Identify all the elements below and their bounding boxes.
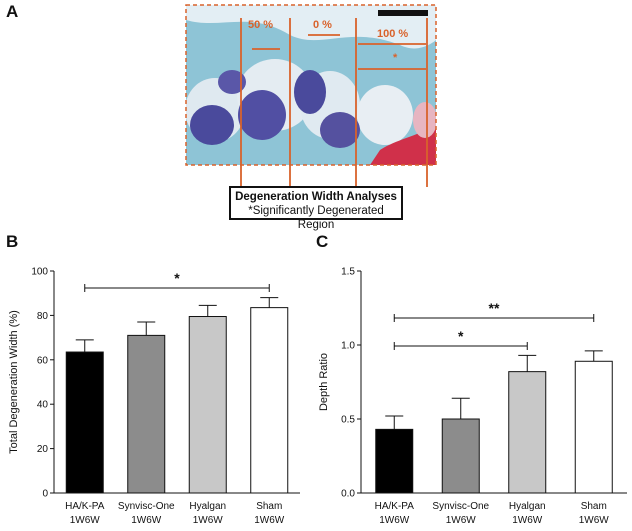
y-tick-label: 0 xyxy=(42,489,48,500)
category-label: Sham xyxy=(581,501,607,512)
label-0-percent: 0 % xyxy=(313,19,332,31)
category-label: 1W6W xyxy=(254,515,285,526)
panel-label-c: C xyxy=(316,232,329,251)
marrow-region xyxy=(238,90,286,140)
category-label: 1W6W xyxy=(446,515,477,526)
label-asterisk: * xyxy=(393,52,398,64)
pink-region xyxy=(413,102,436,138)
marrow-region xyxy=(190,105,234,145)
y-tick-label: 20 xyxy=(37,444,49,455)
y-tick-label: 1.5 xyxy=(341,267,355,278)
category-label: Hyalgan xyxy=(189,501,226,512)
category-label: 1W6W xyxy=(70,515,101,526)
category-label: 1W6W xyxy=(193,515,224,526)
category-label: HA/K-PA xyxy=(65,501,105,512)
bone-region xyxy=(357,85,413,145)
caption-box: Degeneration Width Analyses *Significant… xyxy=(229,186,403,231)
category-label: Synvisc-One xyxy=(432,501,489,512)
category-label: HA/K-PA xyxy=(375,501,415,512)
scale-bar xyxy=(378,10,428,16)
y-tick-label: 60 xyxy=(37,355,49,366)
marrow-region xyxy=(294,70,326,114)
significance-label: ** xyxy=(489,300,500,316)
y-tick-label: 0.5 xyxy=(341,415,355,426)
bar xyxy=(441,418,480,494)
label-100-percent: 100 % xyxy=(377,28,409,40)
y-tick-label: 0.0 xyxy=(341,489,355,500)
bar xyxy=(127,334,166,494)
category-label: 1W6W xyxy=(379,515,410,526)
y-axis-label: Depth Ratio xyxy=(318,353,330,411)
category-label: 1W6W xyxy=(579,515,610,526)
bar xyxy=(508,371,547,494)
bar xyxy=(375,428,414,494)
panel-label-a: A xyxy=(6,2,19,21)
category-label: Sham xyxy=(256,501,282,512)
y-tick-label: 80 xyxy=(37,311,49,322)
panel-label-b: B xyxy=(6,232,19,251)
surface-region xyxy=(186,5,436,49)
caption-subtitle: *Significantly Degenerated Region xyxy=(248,205,384,231)
y-axis-label: Total Degeneration Width (%) xyxy=(8,310,20,454)
y-tick-label: 1.0 xyxy=(341,341,355,352)
image-border xyxy=(185,4,437,166)
bar xyxy=(574,360,613,494)
bar xyxy=(188,316,227,494)
category-label: Hyalgan xyxy=(509,501,546,512)
label-50-percent: 50 % xyxy=(248,19,274,31)
marrow-region xyxy=(320,112,360,148)
y-tick-label: 100 xyxy=(31,267,48,278)
y-tick-label: 40 xyxy=(37,400,49,411)
bar xyxy=(65,351,104,494)
category-label: Synvisc-One xyxy=(118,501,175,512)
category-label: 1W6W xyxy=(131,515,162,526)
significance-label: * xyxy=(174,270,180,286)
category-label: 1W6W xyxy=(512,515,543,526)
marrow-region xyxy=(218,70,246,94)
caption-title: Degeneration Width Analyses xyxy=(235,191,397,203)
significance-label: * xyxy=(458,328,464,344)
